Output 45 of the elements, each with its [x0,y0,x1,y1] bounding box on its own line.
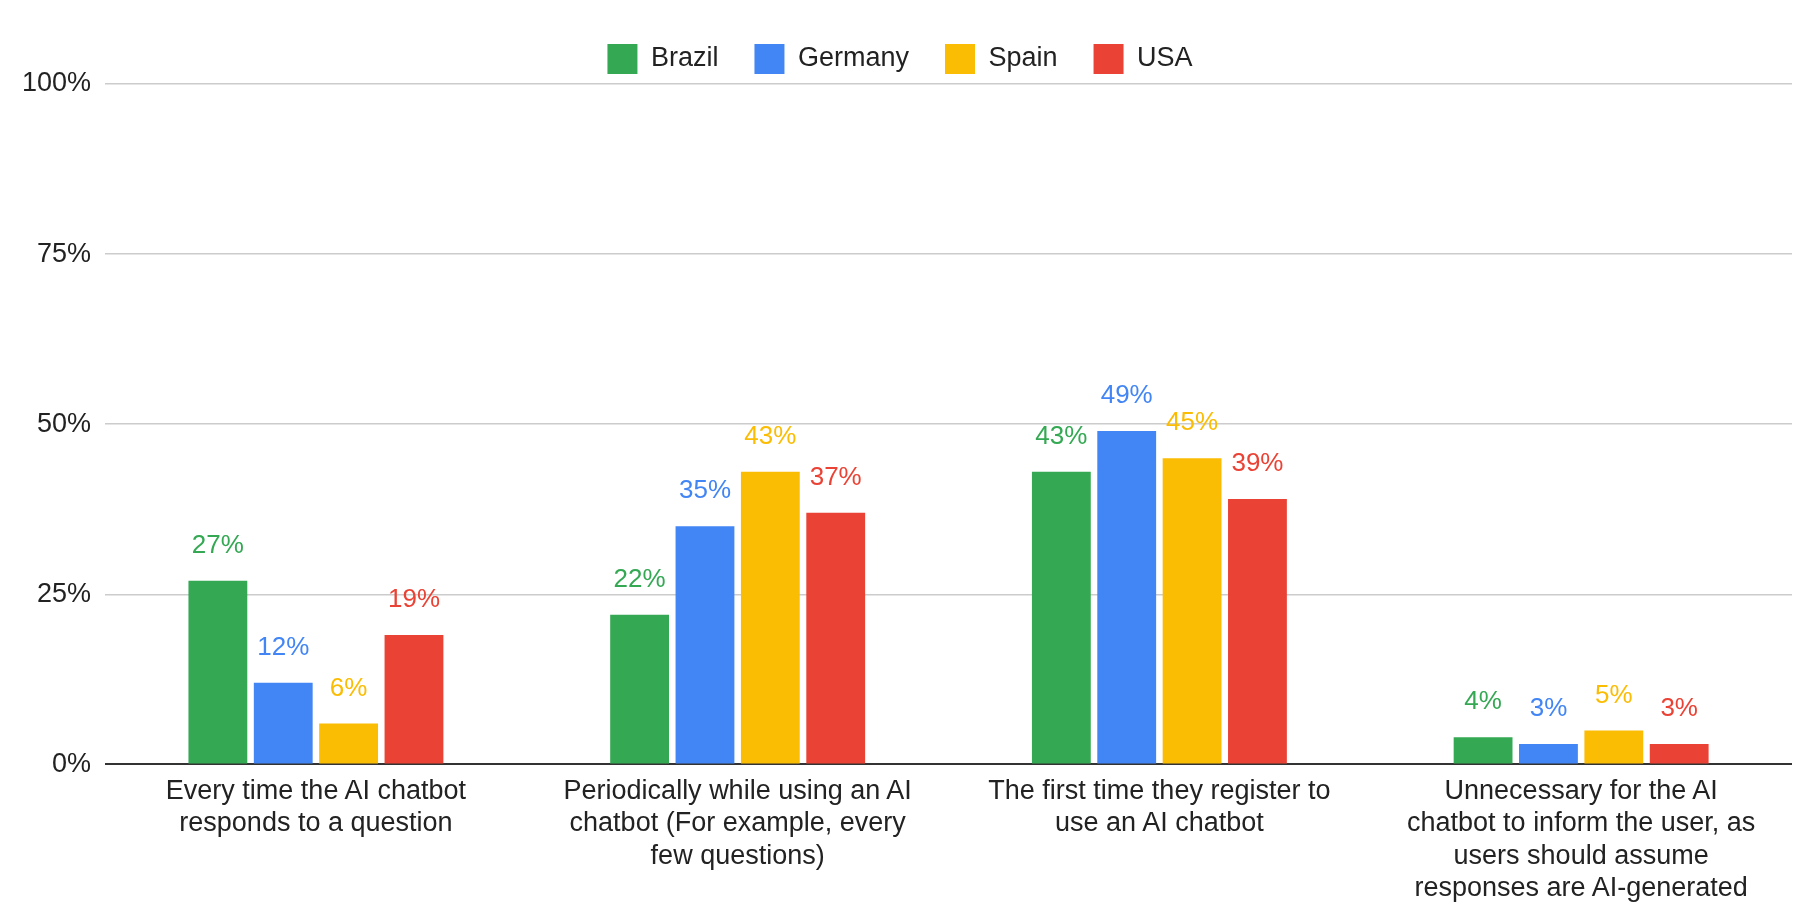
bar [675,526,735,764]
x-tick-label: Periodically while using an AI chatbot (For example, every few questions) [563,775,912,870]
bar [1453,737,1513,764]
legend-label: Spain [988,42,1058,73]
x-tick-label: Every time the AI chatbot responds to a question [165,775,467,838]
bar [1162,458,1222,764]
legend-label: USA [1137,42,1193,73]
data-label: 6% [329,671,368,702]
data-label: 45% [1166,406,1219,437]
data-label: 43% [744,420,797,450]
data-label: 4% [1464,685,1502,716]
legend-label: Brazil [650,42,719,73]
data-label: 3% [1660,692,1698,723]
bar [319,723,379,764]
bar [1649,743,1709,764]
data-label: 27% [191,528,244,559]
bar [740,471,800,764]
bar [1228,499,1287,764]
bar [384,635,444,764]
data-label: 3% [1529,692,1568,723]
data-label: 5% [1595,678,1633,709]
y-tick-label: 25% [37,577,92,608]
y-tick-label: 100% [21,67,92,98]
bar [1584,730,1644,764]
bar [188,580,248,764]
legend-label: Germany [797,42,910,73]
data-label: 37% [809,460,862,491]
bar [1031,471,1091,764]
x-tick-label: The first time they register to use an AI chatbot [988,775,1331,838]
bar [1097,431,1157,764]
data-label: 49% [1100,379,1153,410]
bar [253,682,313,764]
x-tick-label: Unnecessary for the AI chatbot to inform the user, as users should assume responses are AI-generated [1407,775,1756,903]
data-label: 22% [613,562,666,593]
y-tick-label: 50% [37,407,92,438]
bar [610,614,670,764]
data-label: 43% [1035,420,1088,450]
y-tick-label: 75% [37,237,92,268]
data-label: 19% [387,583,440,614]
bar [806,512,866,764]
bar [1519,743,1578,764]
data-label: 12% [257,630,310,661]
data-label: 35% [678,474,731,505]
y-tick-label: 0% [52,747,92,778]
data-label: 39% [1231,447,1284,478]
